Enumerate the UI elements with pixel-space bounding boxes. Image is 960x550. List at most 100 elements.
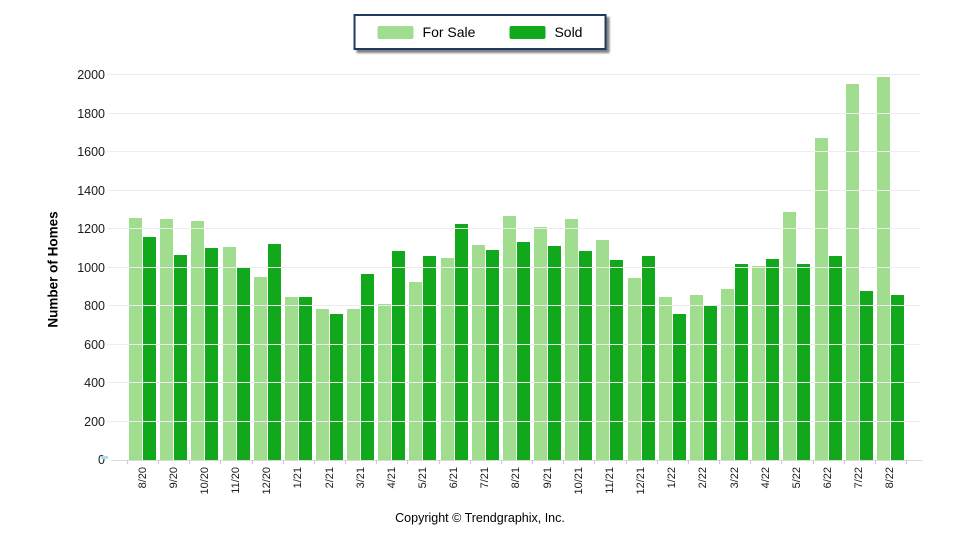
x-tick-mark bbox=[625, 460, 627, 464]
x-tick-mark bbox=[345, 460, 347, 464]
bar-group: 11/20 bbox=[220, 75, 251, 494]
bar-for-sale bbox=[596, 239, 610, 460]
x-tick-mark bbox=[469, 460, 471, 464]
bar-sold bbox=[610, 259, 624, 460]
plot-area: 8/20 9/20 10/20 11/20 12/20 1/21 2/21 3/21 4/21 5… bbox=[107, 74, 922, 495]
bar-group: 12/21 bbox=[626, 75, 657, 495]
bar-for-sale bbox=[316, 308, 330, 460]
x-tick-label: 1/21 bbox=[292, 467, 305, 489]
gridline bbox=[107, 189, 920, 191]
y-tick-label: 200 bbox=[84, 414, 105, 429]
bar-group: 8/20 bbox=[127, 75, 158, 488]
x-tick-mark bbox=[563, 460, 565, 464]
bar-sold bbox=[330, 313, 344, 460]
x-tick-mark bbox=[127, 460, 128, 464]
x-tick-label: 11/21 bbox=[603, 467, 616, 494]
x-tick-label: 9/20 bbox=[167, 467, 180, 489]
bar-sold bbox=[423, 255, 437, 460]
legend: For Sale Sold bbox=[353, 14, 607, 50]
legend-label-sold: Sold bbox=[554, 24, 583, 40]
bar-for-sale bbox=[783, 211, 797, 460]
x-tick-mark bbox=[158, 460, 160, 464]
y-tick-label: 1400 bbox=[77, 183, 105, 198]
x-tick-label: 8/20 bbox=[136, 467, 149, 489]
bar-sold bbox=[205, 248, 219, 460]
bar-group: 3/21 bbox=[345, 75, 376, 488]
x-tick-label: 10/21 bbox=[572, 467, 585, 495]
bar-sold bbox=[859, 290, 873, 460]
x-tick-label: 4/21 bbox=[385, 467, 398, 489]
bar-for-sale bbox=[658, 297, 672, 460]
y-tick-label: 800 bbox=[84, 299, 105, 313]
bars-layer: 8/20 9/20 10/20 11/20 12/20 1/21 2/21 3/21 4/21 5… bbox=[127, 75, 906, 495]
bar-sold bbox=[890, 295, 904, 460]
bar-group: 12/20 bbox=[252, 75, 283, 495]
legend-item-for-sale: For Sale bbox=[377, 24, 476, 40]
x-tick-label: 8/22 bbox=[884, 467, 897, 489]
legend-label-for-sale: For Sale bbox=[422, 24, 476, 40]
bar-for-sale bbox=[409, 281, 423, 460]
gridline bbox=[107, 266, 920, 268]
x-tick-label: 12/20 bbox=[261, 467, 274, 495]
y-tick-label: 600 bbox=[84, 337, 105, 352]
x-tick-mark bbox=[719, 460, 721, 464]
x-tick-mark bbox=[438, 460, 440, 464]
bar-group: 2/21 bbox=[314, 75, 345, 488]
bar-sold bbox=[735, 263, 749, 460]
y-tick-label: 2000 bbox=[77, 68, 105, 82]
bar-group: 5/21 bbox=[407, 75, 438, 488]
legend-swatch-for-sale bbox=[377, 25, 414, 39]
bar-sold bbox=[703, 306, 717, 460]
bar-for-sale bbox=[160, 219, 174, 460]
bar-for-sale bbox=[845, 83, 859, 460]
x-tick-label: 9/21 bbox=[541, 467, 554, 489]
x-tick-label: 7/22 bbox=[853, 467, 866, 489]
bar-group: 2/22 bbox=[688, 75, 719, 488]
x-tick-mark bbox=[376, 460, 378, 464]
bar-for-sale bbox=[627, 278, 641, 460]
y-tick-label: 1600 bbox=[77, 145, 105, 159]
legend-item-sold: Sold bbox=[509, 24, 582, 40]
y-tick-label: 1800 bbox=[77, 106, 105, 121]
x-tick-label: 6/21 bbox=[448, 467, 461, 489]
x-tick-label: 6/22 bbox=[822, 467, 835, 489]
bar-group: 7/21 bbox=[470, 75, 501, 488]
x-tick-mark bbox=[656, 460, 658, 464]
legend-swatch-sold bbox=[509, 25, 546, 39]
y-tick-label: 1200 bbox=[77, 222, 105, 236]
bar-for-sale bbox=[129, 218, 143, 460]
bar-group: 1/22 bbox=[657, 75, 688, 488]
bar-for-sale bbox=[284, 297, 298, 460]
x-ticks-layer bbox=[127, 460, 907, 465]
x-tick-label: 12/21 bbox=[635, 467, 648, 495]
bar-sold bbox=[672, 313, 686, 460]
bar-sold bbox=[361, 274, 375, 460]
bar-sold bbox=[797, 263, 811, 460]
bar-for-sale bbox=[876, 76, 890, 460]
bar-for-sale bbox=[752, 265, 766, 460]
bar-for-sale bbox=[565, 219, 579, 460]
bar-group: 9/21 bbox=[532, 75, 563, 488]
x-tick-label: 2/22 bbox=[697, 467, 710, 489]
x-tick-mark bbox=[906, 460, 907, 464]
gridline bbox=[107, 382, 920, 383]
bar-for-sale bbox=[502, 215, 516, 460]
bar-group: 4/21 bbox=[376, 75, 407, 488]
gridline bbox=[107, 74, 920, 75]
bar-group: 11/21 bbox=[594, 75, 625, 494]
bar-sold bbox=[143, 236, 157, 460]
bar-sold bbox=[267, 244, 281, 460]
bar-sold bbox=[454, 224, 468, 460]
x-tick-mark bbox=[407, 460, 409, 464]
bar-sold bbox=[828, 255, 842, 460]
x-tick-label: 4/22 bbox=[759, 467, 772, 489]
bar-sold bbox=[485, 250, 499, 460]
bar-group: 9/20 bbox=[158, 75, 189, 488]
bar-for-sale bbox=[721, 288, 735, 460]
bar-for-sale bbox=[253, 277, 267, 460]
bar-sold bbox=[766, 258, 780, 460]
bar-sold bbox=[516, 241, 530, 460]
x-tick-label: 5/22 bbox=[790, 467, 803, 489]
x-tick-label: 3/22 bbox=[728, 467, 741, 489]
x-tick-label: 8/21 bbox=[510, 467, 523, 489]
